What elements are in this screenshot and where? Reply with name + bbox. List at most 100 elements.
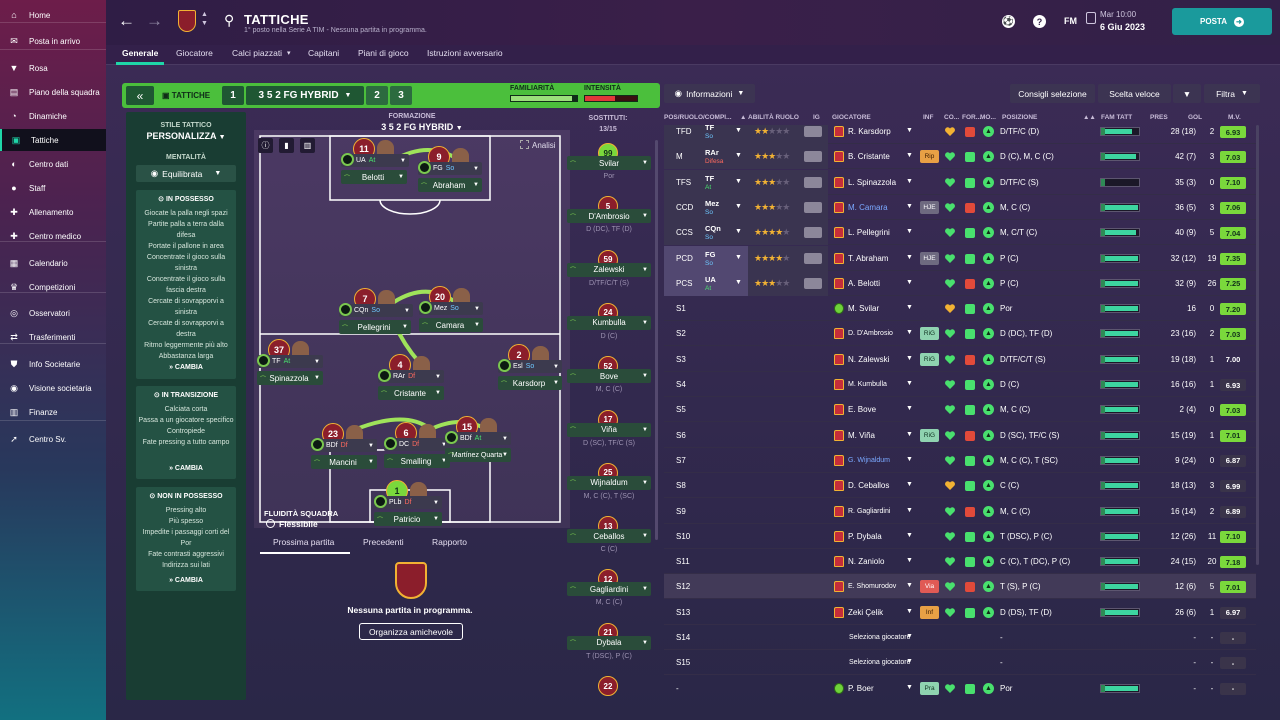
player-name[interactable]: Seleziona giocatore [849, 634, 911, 641]
table-row[interactable]: TFS TF At ▼ ★★★★★ L. Spinazzola ▼ ▲ D/TF/C (S) 35… [664, 169, 1256, 195]
sub-name-select[interactable]: ⌒ Kumbulla ▼ [567, 315, 651, 330]
player-chevron-icon[interactable]: ▼ [906, 481, 913, 489]
role-chevron-icon[interactable]: ▼ [735, 253, 742, 261]
tab-capitani[interactable]: Capitani [308, 48, 340, 58]
player-name[interactable]: L. Pellegrini [848, 228, 890, 238]
sub-item[interactable]: 5 ⌒ D'Ambrosio ▼ D (DC), TF (D) [567, 196, 651, 246]
col-header-mv[interactable]: M.V. [1228, 114, 1241, 121]
player-name-select[interactable]: ⌒ Spinazzola ▼ [257, 371, 323, 385]
col-header-gol[interactable]: GOL [1188, 114, 1203, 121]
sub-item[interactable]: 25 ⌒ Wijnaldum ▼ M, C (C), T (SC) [567, 462, 651, 513]
table-scrollbar[interactable] [1256, 125, 1259, 565]
player-name[interactable]: D. Ceballos [848, 481, 890, 491]
player-name[interactable]: P. Dybala [848, 531, 882, 541]
player-name-select[interactable]: ⌒ Camara ▼ [419, 318, 483, 332]
player-chevron-icon[interactable]: ▼ [906, 228, 913, 236]
player-name[interactable]: L. Spinazzola [848, 177, 897, 187]
position-cell[interactable]: S6 [664, 423, 748, 448]
table-row[interactable]: S5 E. Bove ▼ ▲ M, C (C) 2 (4) 0 7.03 [664, 397, 1256, 423]
position-cell[interactable]: S3 [664, 347, 748, 372]
sub-item[interactable]: 22 [567, 676, 651, 720]
sidebar-item-trasferimenti[interactable]: ⇄ Trasferimenti [0, 326, 106, 348]
sidebar-item-piano-della-squadra[interactable]: ▤ Piano della squadra [0, 81, 106, 103]
player-role-select[interactable]: BDf At ▼ [445, 431, 511, 445]
player-role-select[interactable]: UA At ▼ [341, 153, 409, 167]
player-chevron-icon[interactable]: ▼ [906, 405, 913, 413]
tab-precedenti[interactable]: Precedenti [363, 537, 404, 547]
tab-istruzioni-avversario[interactable]: Istruzioni avversario [427, 48, 503, 58]
player-name[interactable]: M. Kumbulla [848, 381, 887, 388]
player-chevron-icon[interactable]: ▼ [906, 531, 913, 539]
player-role-select[interactable]: TF At ▼ [257, 354, 323, 368]
analisi-button[interactable]: Analisi [520, 140, 556, 150]
posta-button[interactable]: POSTA ➜ [1172, 8, 1272, 35]
sub-item[interactable]: 99 ⌒ Svilar ▼ Por [567, 143, 651, 193]
in-possession-cambia-button[interactable]: » CAMBIA [169, 364, 203, 371]
table-row[interactable]: S3 N. Zalewski ▼ RiG ▲ D/TF/C/T (S) 19 (18) 1 7.… [664, 347, 1256, 372]
player-name[interactable]: Seleziona giocatore [849, 659, 911, 667]
position-cell[interactable]: S5 [664, 397, 748, 422]
player-chevron-icon[interactable]: ▼ [906, 683, 913, 691]
position-cell[interactable]: S14 [664, 625, 748, 650]
ball-icon[interactable]: ⚽ [1002, 15, 1015, 28]
table-row[interactable]: S2 D. D'Ambrosio ▼ RiG ▲ D (DC), TF (D) 23 (16… [664, 321, 1256, 347]
sidebar-item-finanze[interactable]: ▥ Finanze [0, 401, 106, 423]
mentality-select[interactable]: ◉ Equilibrata ▼ [136, 165, 236, 182]
position-cell[interactable]: S11 [664, 549, 748, 574]
table-row[interactable]: S12 E. Shomurodov ▼ Via ▲ T (S), P (C) 12 (6) 5… [664, 574, 1256, 600]
position-cell[interactable]: S1 [664, 296, 748, 321]
table-row[interactable]: CCD Mez So ▼ ★★★★★ M. Camara ▼ HJE ▲ M, C (C) 36 (… [664, 194, 1256, 220]
scelta-veloce-chevron-icon[interactable]: ▼ [1173, 84, 1201, 103]
player-chevron-icon[interactable]: ▼ [906, 278, 913, 286]
player-name[interactable]: R. Gagliardini [848, 507, 891, 515]
condition-tool-icon[interactable]: ▥ [300, 138, 315, 153]
player-info-tool-icon[interactable]: ⓘ [258, 138, 273, 153]
collapse-panel-button[interactable]: « [126, 86, 154, 105]
tab-rapporto[interactable]: Rapporto [432, 537, 467, 547]
player-chevron-icon[interactable]: ▼ [906, 152, 913, 160]
player-chevron-icon[interactable]: ▼ [906, 380, 913, 387]
role-chevron-icon[interactable]: ▼ [735, 152, 742, 160]
sidebar-item-competizioni[interactable]: ♛ Competizioni [0, 276, 106, 298]
player-chevron-icon[interactable]: ▼ [906, 177, 913, 185]
sub-item[interactable]: 12 ⌒ Gagliardini ▼ M, C (C) [567, 569, 651, 619]
player-role-select[interactable]: PLb Df ▼ [374, 495, 442, 509]
role-chevron-icon[interactable]: ▼ [735, 228, 742, 236]
position-cell[interactable]: TFS TF At ▼ [664, 169, 748, 195]
sidebar-item-info-societarie[interactable]: ⛊ Info Societarie [0, 353, 106, 375]
player-name-select[interactable]: ⌒ Martínez Quarta ▼ [445, 448, 511, 462]
forward-arrow-icon[interactable]: → [146, 11, 163, 30]
out-of-possession-cambia-button[interactable]: » CAMBIA [169, 577, 203, 584]
sub-item[interactable]: 17 ⌒ Viña ▼ D (SC), TF/C (S) [567, 409, 651, 460]
player-name-select[interactable]: ⌒ Mancini ▼ [311, 455, 377, 469]
col-header-ig[interactable]: IG [813, 114, 820, 121]
formation-dropdown[interactable]: 3 5 2 FG HYBRID ▼ [370, 122, 474, 132]
sub-name-select[interactable]: ⌒ D'Ambrosio ▼ [567, 209, 651, 224]
position-cell[interactable]: PCD FG So ▼ [664, 245, 748, 271]
player-name[interactable]: R. Karsdorp [848, 127, 891, 136]
table-row[interactable]: CCS CQn So ▼ ★★★★★ L. Pellegrini ▼ ▲ M, C/T (C) 4… [664, 220, 1256, 246]
player-chevron-icon[interactable]: ▼ [906, 430, 913, 438]
player-chevron-icon[interactable]: ▼ [906, 633, 913, 640]
position-cell[interactable]: S15 [664, 650, 748, 675]
position-cell[interactable]: - [664, 676, 748, 700]
position-cell[interactable]: PCS UA At ▼ [664, 270, 748, 296]
table-row[interactable]: S13 Zeki Çelik ▼ Inf ▲ D (DS), TF (D) 26 (6) 1 6… [664, 600, 1256, 625]
filtra-dropdown[interactable]: Filtra ▼ [1204, 84, 1260, 103]
sidebar-item-centro-dati[interactable]: ◐ Centro dati [0, 153, 106, 175]
player-role-select[interactable]: BDf Df ▼ [311, 438, 377, 452]
sidebar-item-dinamiche[interactable]: ◔ Dinamiche [0, 105, 106, 127]
table-row[interactable]: S7 G. Wijnaldum ▼ ▲ M, C (C), T (SC) 9 (24) 0 6… [664, 448, 1256, 473]
sidebar-item-staff[interactable]: ● Staff [0, 177, 106, 199]
player-name-select[interactable]: ⌒ Abraham ▼ [418, 178, 482, 192]
sidebar-item-calendario[interactable]: ▦ Calendario [0, 252, 106, 274]
player-role-select[interactable]: CQn So ▼ [339, 303, 413, 317]
player-name[interactable]: N. Zalewski [848, 354, 890, 364]
club-switch-chevron-icon[interactable]: ▲ ▼ [201, 11, 208, 27]
role-chevron-icon[interactable]: ▼ [735, 202, 742, 210]
position-cell[interactable]: S8 [664, 473, 748, 498]
fm-menu[interactable]: FM [1064, 16, 1077, 26]
position-cell[interactable]: TFD TF So ▼ [664, 125, 748, 144]
player-name-select[interactable]: ⌒ Smalling ▼ [384, 454, 450, 468]
sub-name-select[interactable]: ⌒ Wijnaldum ▼ [567, 475, 651, 490]
